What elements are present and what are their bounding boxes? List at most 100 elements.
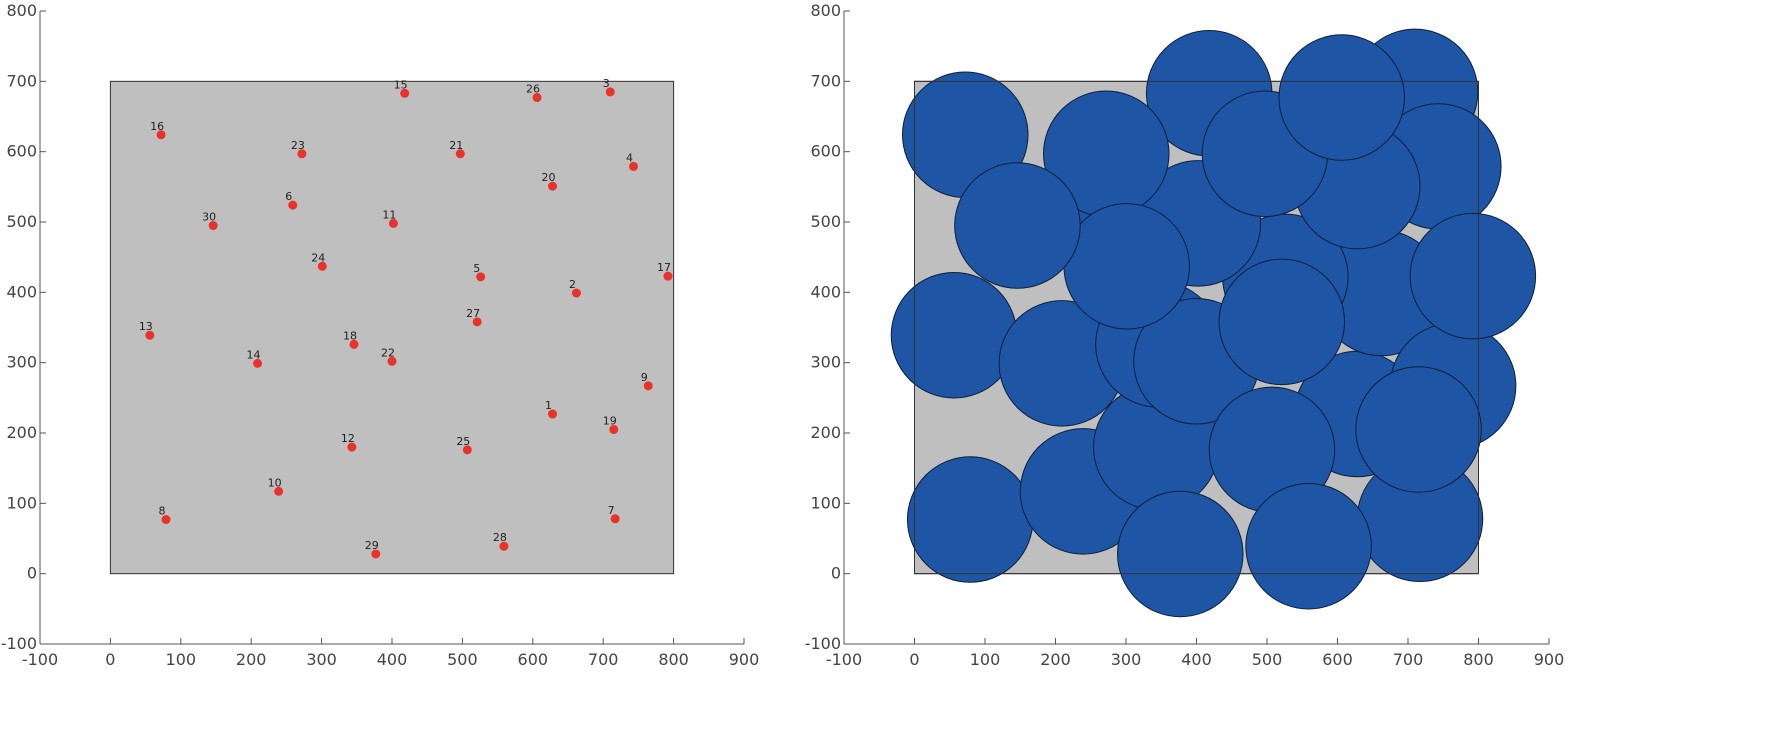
right-y-tick-label: 600	[810, 142, 841, 161]
left-y-tick-label: 400	[6, 282, 37, 301]
right-y-tick-label: 300	[810, 353, 841, 372]
left-x-tick-label: 800	[658, 650, 689, 669]
right-y-tick-label: 700	[810, 71, 841, 90]
point-label-11: 11	[382, 208, 396, 221]
left-chart-points: -100 0 100 200 300 400 500 600 700 800 -100 0 100 200…	[1, 1, 760, 669]
right-x-tick-label: 100	[970, 650, 1001, 669]
right-x-tick-label: 900	[1534, 650, 1565, 669]
coverage-circle-8	[906, 456, 1034, 583]
point-2	[571, 288, 581, 298]
left-x-tick-label: 200	[236, 650, 267, 669]
left-y-tick-label: 100	[6, 493, 37, 512]
left-y-tick-label: 800	[6, 1, 37, 20]
left-x-tick-label: 600	[518, 650, 549, 669]
point-24	[317, 261, 327, 271]
point-label-4: 4	[626, 151, 633, 164]
right-y-tick-label: 0	[831, 564, 841, 583]
point-16	[156, 130, 166, 140]
right-y-tick-label: -100	[805, 634, 841, 653]
left-region-rect	[109, 80, 675, 575]
right-x-tick-label: 0	[909, 650, 919, 669]
right-x-tick-label: -100	[826, 650, 862, 669]
point-label-1: 1	[545, 399, 552, 412]
point-14	[253, 358, 263, 368]
point-label-16: 16	[150, 120, 164, 133]
point-8	[161, 515, 171, 525]
point-label-23: 23	[291, 139, 305, 152]
point-9	[643, 381, 653, 391]
point-1	[548, 409, 558, 419]
coverage-circle-29	[1117, 490, 1244, 618]
point-29	[371, 549, 381, 559]
coverage-circle-30	[954, 162, 1081, 289]
coverage-circle-24	[1063, 203, 1190, 330]
left-y-tick-label: 300	[6, 353, 37, 372]
point-3	[605, 87, 615, 97]
point-15	[400, 88, 410, 98]
left-x-tick-label: 900	[729, 650, 760, 669]
point-6	[288, 200, 298, 210]
left-y-tick-label: 200	[6, 423, 37, 442]
point-28	[499, 541, 509, 551]
point-label-5: 5	[473, 262, 480, 275]
coverage-circle-13	[890, 271, 1018, 399]
point-label-2: 2	[569, 278, 576, 291]
point-30	[208, 221, 218, 231]
point-23	[297, 149, 307, 159]
left-y-tick-label: 700	[6, 71, 37, 90]
right-y-tick-label: 200	[810, 423, 841, 442]
point-label-19: 19	[603, 414, 617, 427]
right-x-tick-label: 800	[1463, 650, 1494, 669]
point-label-22: 22	[381, 346, 395, 359]
point-19	[609, 424, 619, 434]
point-label-3: 3	[603, 77, 610, 90]
point-label-7: 7	[608, 504, 615, 517]
point-label-14: 14	[247, 348, 261, 361]
point-12	[347, 442, 357, 452]
right-x-tick-label: 300	[1111, 650, 1142, 669]
left-x-tick-label: 400	[377, 650, 408, 669]
point-18	[349, 339, 359, 349]
point-label-6: 6	[285, 190, 292, 203]
left-x-tick-label: 300	[306, 650, 337, 669]
point-label-10: 10	[268, 476, 282, 489]
point-label-27: 27	[466, 307, 480, 320]
right-region-outline	[914, 80, 1479, 575]
right-x-tick-label: 700	[1393, 650, 1424, 669]
point-27	[472, 317, 482, 327]
left-y-tick-label: 500	[6, 212, 37, 231]
point-7	[610, 514, 620, 524]
point-label-12: 12	[341, 432, 355, 445]
point-label-28: 28	[493, 531, 507, 544]
point-4	[628, 161, 638, 171]
right-x-tick-label: 500	[1252, 650, 1283, 669]
point-5	[476, 272, 486, 282]
point-label-29: 29	[365, 539, 379, 552]
point-label-25: 25	[456, 435, 470, 448]
coverage-circle-19	[1355, 366, 1482, 493]
point-label-15: 15	[394, 78, 408, 91]
point-22	[387, 356, 397, 366]
left-y-tick-label: 600	[6, 142, 37, 161]
point-17	[663, 271, 673, 281]
right-x-tick-label: 400	[1181, 650, 1212, 669]
point-11	[388, 218, 398, 228]
left-x-tick-label: 700	[588, 650, 619, 669]
point-13	[145, 330, 155, 340]
left-x-tick-label: 0	[105, 650, 115, 669]
coverage-circle-27	[1218, 258, 1346, 386]
point-20	[548, 181, 558, 191]
point-label-18: 18	[343, 329, 357, 342]
right-y-tick-label: 400	[810, 282, 841, 301]
right-y-tick-label: 500	[810, 212, 841, 231]
left-x-tick-label: 100	[166, 650, 197, 669]
left-x-tick-label: 500	[447, 650, 478, 669]
point-label-26: 26	[526, 83, 540, 96]
point-label-9: 9	[641, 371, 648, 384]
point-label-13: 13	[139, 320, 153, 333]
point-25	[462, 445, 472, 455]
point-26	[532, 93, 542, 103]
coverage-circle-26	[1278, 34, 1405, 161]
point-label-21: 21	[449, 139, 463, 152]
right-x-tick-label: 200	[1040, 650, 1071, 669]
